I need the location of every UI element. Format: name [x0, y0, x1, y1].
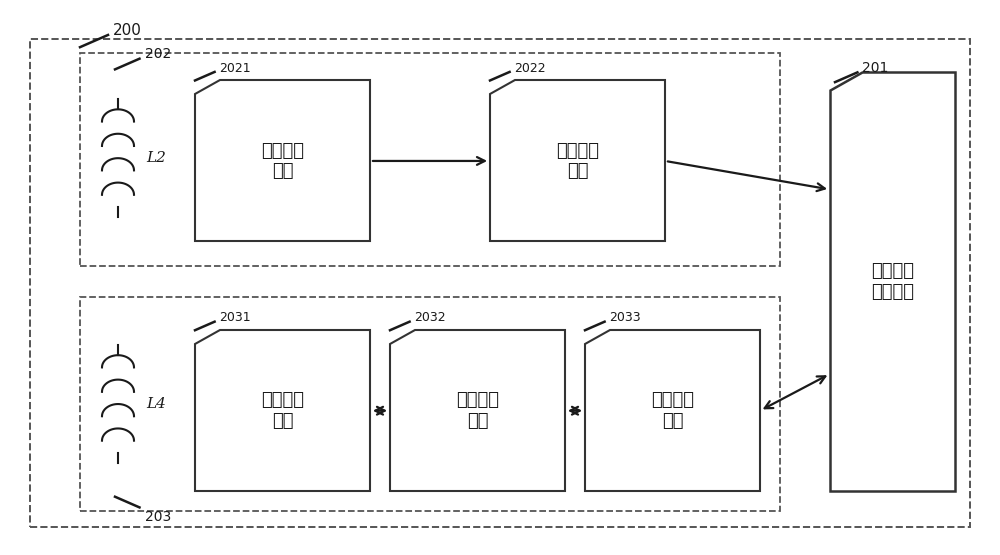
Polygon shape	[195, 80, 370, 241]
Polygon shape	[585, 330, 760, 491]
Text: 202: 202	[144, 48, 171, 62]
Text: 第二匹配
电路: 第二匹配 电路	[261, 142, 304, 180]
Text: 2021: 2021	[220, 62, 251, 75]
Bar	[80, 53, 780, 266]
Text: 整流滤波
单元: 整流滤波 单元	[556, 142, 599, 180]
Polygon shape	[390, 330, 565, 491]
Text: 2022: 2022	[515, 62, 546, 75]
Bar	[30, 39, 970, 527]
Text: 2032: 2032	[415, 311, 446, 325]
Text: 2031: 2031	[220, 311, 251, 325]
Bar	[80, 297, 780, 511]
Polygon shape	[830, 72, 955, 491]
Text: 203: 203	[144, 510, 171, 524]
Text: L2: L2	[146, 151, 166, 165]
Text: 200: 200	[113, 23, 142, 38]
Text: 体内电路
控制单元: 体内电路 控制单元	[871, 263, 914, 301]
Text: 第二陷波
电路: 第二陷波 电路	[456, 391, 499, 430]
Text: 第四匹配
电路: 第四匹配 电路	[261, 391, 304, 430]
Text: L4: L4	[146, 397, 166, 411]
Text: 调制解调
单元: 调制解调 单元	[651, 391, 694, 430]
Text: 2033: 2033	[610, 311, 641, 325]
Polygon shape	[490, 80, 665, 241]
Text: 201: 201	[862, 61, 889, 75]
Polygon shape	[195, 330, 370, 491]
